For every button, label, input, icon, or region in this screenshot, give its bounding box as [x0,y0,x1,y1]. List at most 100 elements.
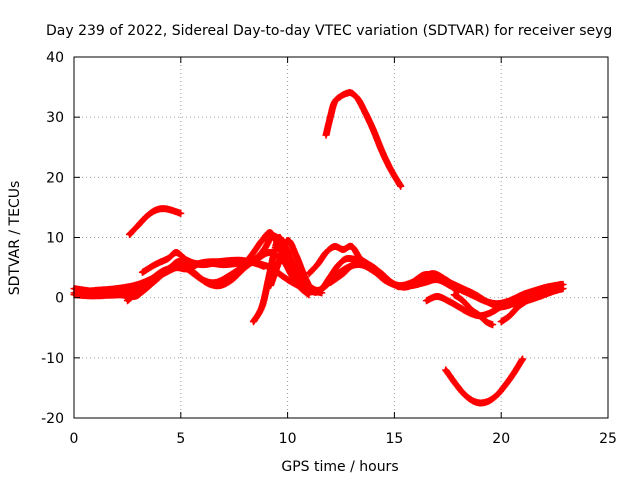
data-point [271,234,275,238]
data-point [424,299,429,303]
data-point [516,305,520,309]
data-series [70,89,567,407]
data-point [486,399,490,403]
series-track-n [322,89,405,190]
data-point [115,287,119,291]
data-point [341,272,345,276]
data-point [226,275,230,279]
data-point [328,281,332,285]
data-point [162,207,166,211]
data-point [525,299,529,303]
data-point [277,235,281,240]
data-point [499,305,503,309]
data-point [512,299,516,303]
data-point [444,368,448,372]
data-point [320,287,324,291]
data-point [174,265,179,270]
data-point [260,305,264,309]
data-point [488,311,493,315]
data-point [444,278,448,282]
data-point [177,259,181,264]
data-point [127,232,132,237]
data-point [140,270,144,274]
data-point [166,256,170,261]
data-point [446,299,450,303]
data-point [469,308,473,312]
data-point [550,290,555,294]
data-point [286,278,290,282]
data-point [350,91,354,95]
data-point [405,285,409,289]
data-point [482,299,486,303]
data-point [303,275,307,279]
data-point [392,282,396,287]
x-tick-label: 5 [176,431,185,447]
data-point [332,244,337,249]
data-point [553,284,557,288]
data-point [422,281,426,285]
data-point [371,127,375,131]
data-point [339,94,343,98]
data-point [153,208,157,213]
data-point [461,391,465,395]
data-point [311,290,315,294]
y-tick-label: -20 [41,411,64,427]
data-point [542,287,546,291]
y-tick-label: 10 [46,231,64,247]
data-point [354,261,358,265]
series-track-e [138,249,268,276]
data-point [324,133,328,137]
data-point [251,320,256,324]
axis-ticks: 0 5 10 15 20 25 -20 -10 0 10 20 30 40 [41,50,617,447]
data-point [251,261,256,265]
data-point [179,211,183,216]
data-point [145,214,149,219]
data-point [307,293,311,297]
chart-title: Day 239 of 2022, Sidereal Day-to-day VTE… [46,23,612,39]
data-point [200,262,204,267]
data-point [478,314,482,318]
data-point [125,299,129,303]
data-point [478,401,482,405]
data-point [217,284,221,288]
data-point [561,282,565,287]
x-axis-label: GPS time / hours [281,459,398,475]
data-point [367,262,371,267]
data-point [452,380,456,384]
data-point [239,258,243,262]
data-point [262,264,266,268]
data-point [520,357,525,361]
data-point [328,115,332,119]
y-tick-label: 40 [46,50,64,66]
data-point [268,284,273,288]
y-tick-label: 0 [55,291,64,307]
data-point [296,284,300,288]
data-point [273,247,277,252]
data-point [431,272,435,276]
x-tick-label: 10 [279,431,297,447]
data-point [243,265,247,270]
data-point [418,278,422,282]
data-point [260,238,264,243]
data-point [153,262,157,267]
data-point [456,287,461,291]
data-point [538,294,542,299]
data-point [495,393,499,397]
data-point [345,256,350,261]
data-point [170,208,174,213]
x-tick-label: 20 [492,431,510,447]
data-point [115,292,119,296]
data-point [93,290,97,294]
data-point [136,223,140,228]
data-point [533,293,537,297]
data-point [332,100,337,104]
data-point [499,320,503,324]
data-point [286,253,290,258]
data-point [174,250,179,255]
x-tick-label: 0 [70,431,79,447]
data-point [503,383,508,387]
data-point [379,272,384,276]
series-track-o [442,355,527,407]
data-point [328,275,332,279]
